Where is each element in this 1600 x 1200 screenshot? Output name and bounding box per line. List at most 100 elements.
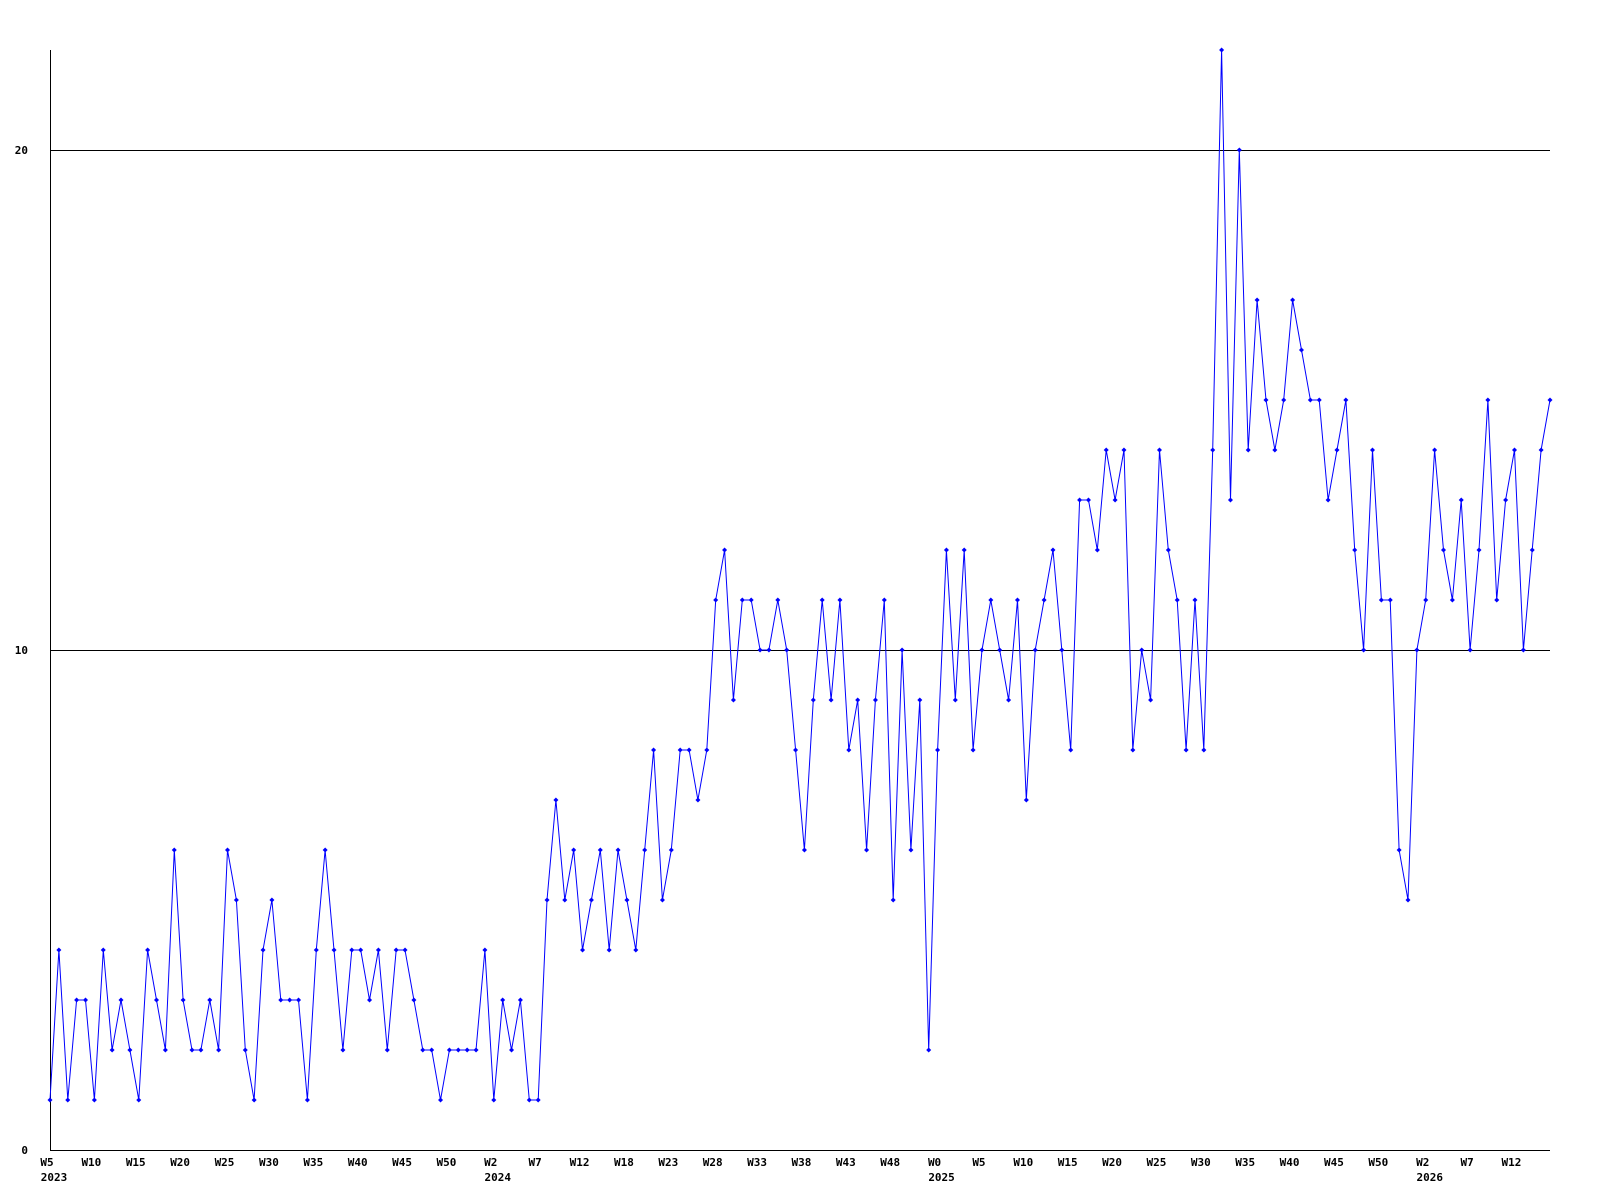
data-point [384, 1047, 390, 1053]
data-point [367, 997, 373, 1003]
data-point [864, 847, 870, 853]
x-tick-label: W35 [1235, 1156, 1255, 1169]
x-tick-label: W20 [1102, 1156, 1122, 1169]
data-point [473, 1047, 479, 1053]
data-point [961, 547, 967, 553]
data-point [1307, 397, 1313, 403]
data-point [1156, 447, 1162, 453]
data-point [1219, 47, 1225, 53]
x-tick-label: W15 [1058, 1156, 1078, 1169]
data-point [1440, 547, 1446, 553]
data-point [597, 847, 603, 853]
data-point [251, 1097, 257, 1103]
data-point [704, 747, 710, 753]
data-point [145, 947, 151, 953]
data-point [899, 647, 905, 653]
x-tick-label: W40 [348, 1156, 368, 1169]
data-point [162, 1047, 168, 1053]
data-point [562, 897, 568, 903]
data-point [571, 847, 577, 853]
data-point [926, 1047, 932, 1053]
data-point [757, 647, 763, 653]
x-tick-label: W7 [529, 1156, 542, 1169]
x-tick-label: W5 [40, 1156, 53, 1169]
data-point [1103, 447, 1109, 453]
data-point [109, 1047, 115, 1053]
data-point [331, 947, 337, 953]
data-point [1511, 447, 1517, 453]
x-tick-label: W40 [1280, 1156, 1300, 1169]
data-point [1254, 297, 1260, 303]
data-line [49, 49, 1551, 1101]
data-point [730, 697, 736, 703]
data-point [56, 947, 62, 953]
y-tick-label: 10 [15, 644, 28, 657]
data-point [855, 697, 861, 703]
data-point-markers [47, 47, 1553, 1103]
data-point [722, 547, 728, 553]
data-point [1210, 447, 1216, 453]
x-tick-label: W15 [126, 1156, 146, 1169]
data-point [677, 747, 683, 753]
data-point [642, 847, 648, 853]
data-point [748, 597, 754, 603]
data-point [402, 947, 408, 953]
data-point [917, 697, 923, 703]
data-point [411, 997, 417, 1003]
x-tick-label: W0 [928, 1156, 941, 1169]
data-point [775, 597, 781, 603]
data-point [1449, 597, 1455, 603]
data-point [784, 647, 790, 653]
data-point [446, 1047, 452, 1053]
year-label: 2025 [928, 1171, 955, 1184]
data-point [1538, 447, 1544, 453]
data-point [260, 947, 266, 953]
data-point [535, 1097, 541, 1103]
data-point [819, 597, 825, 603]
x-tick-label: W18 [614, 1156, 634, 1169]
data-point [313, 947, 319, 953]
data-point [1121, 447, 1127, 453]
data-point [500, 997, 506, 1003]
data-point [269, 897, 275, 903]
data-point [1432, 447, 1438, 453]
data-point [1085, 497, 1091, 503]
data-point [65, 1097, 71, 1103]
x-tick-label: W7 [1460, 1156, 1473, 1169]
data-point [1547, 397, 1553, 403]
data-point [1068, 747, 1074, 753]
data-point [979, 647, 985, 653]
data-point [1458, 497, 1464, 503]
x-tick-label: W48 [880, 1156, 900, 1169]
data-point [180, 997, 186, 1003]
data-point [828, 697, 834, 703]
data-point [1343, 397, 1349, 403]
data-point [1112, 497, 1118, 503]
y-tick-label: 20 [15, 144, 28, 157]
x-tick-label: W45 [1324, 1156, 1344, 1169]
y-tick-label: 0 [21, 1144, 28, 1157]
data-point [580, 947, 586, 953]
data-point [1059, 647, 1065, 653]
data-point [935, 747, 941, 753]
data-point [1361, 647, 1367, 653]
data-point [225, 847, 231, 853]
data-point [544, 897, 550, 903]
data-point [801, 847, 807, 853]
data-point [455, 1047, 461, 1053]
data-point [713, 597, 719, 603]
data-point [1485, 397, 1491, 403]
year-label: 2023 [41, 1171, 68, 1184]
data-point [100, 947, 106, 953]
y-tick-labels: 0 10 20 [15, 144, 28, 1157]
x-tick-label: W35 [303, 1156, 323, 1169]
data-point [429, 1047, 435, 1053]
data-point [606, 947, 612, 953]
data-point [233, 897, 239, 903]
data-point [1396, 847, 1402, 853]
x-tick-label: W43 [836, 1156, 856, 1169]
x-tick-label: W12 [1502, 1156, 1522, 1169]
data-point [242, 1047, 248, 1053]
x-tick-label: W50 [436, 1156, 456, 1169]
data-point [517, 997, 523, 1003]
